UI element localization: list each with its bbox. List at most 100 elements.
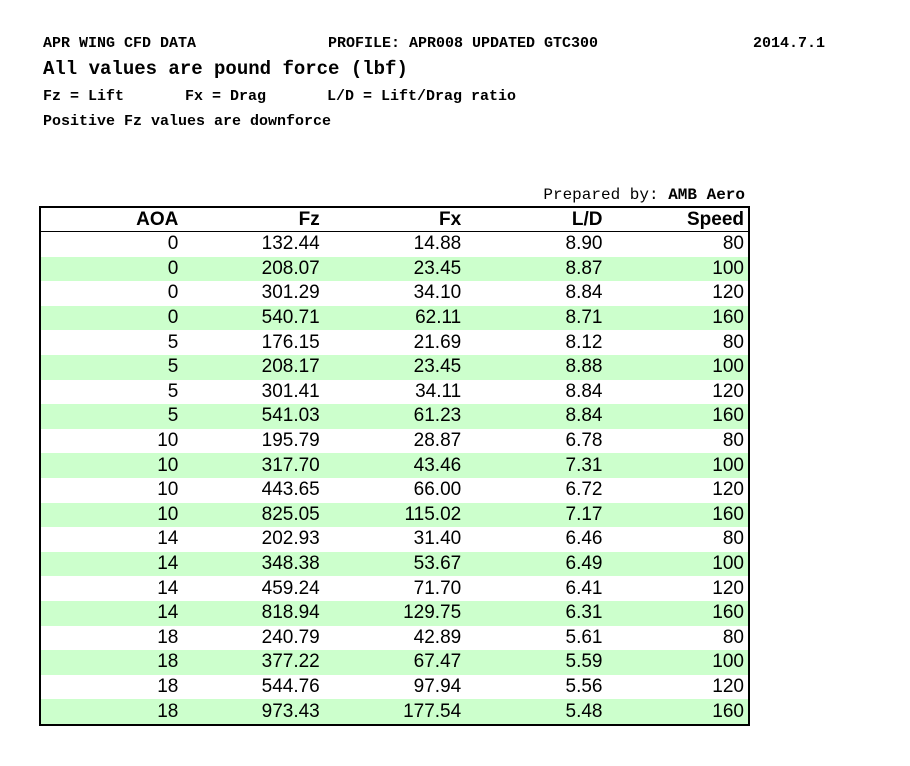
table-cell: 0	[40, 305, 183, 331]
table-cell: 6.72	[565, 479, 603, 501]
table-cell: 14	[40, 551, 183, 577]
table-cell: 160	[606, 502, 749, 528]
table-cell: 541.03	[182, 404, 324, 429]
table-cell: 10	[40, 453, 183, 478]
table-cell: 120	[712, 479, 744, 501]
table-cell: 10	[40, 502, 183, 528]
table-cell: 8.90	[565, 233, 603, 255]
table-row: 18 973.43 177.54 5.48 160	[40, 699, 749, 725]
table-cell: 202.93	[261, 528, 320, 550]
table-cell: 18	[40, 699, 183, 725]
table-cell: 5.61	[565, 626, 603, 648]
table-cell: 14	[157, 528, 179, 550]
table-cell: 6.78	[565, 430, 603, 452]
table-cell: 23.45	[323, 256, 466, 282]
table-cell: 377.22	[182, 650, 324, 675]
table-cell: 62.11	[323, 305, 466, 331]
table-row: 0 208.07 23.45 8.87 100	[40, 256, 749, 282]
table-row: 14 818.94 129.75 6.31 160	[40, 600, 749, 626]
table-row: 0 540.71 62.11 8.71 160	[40, 305, 749, 331]
table-row: 0 301.29 34.10 8.84 120	[40, 281, 749, 306]
table-cell: 5	[40, 354, 183, 380]
table-cell: 66.00	[413, 479, 462, 501]
table-cell: 129.75	[323, 600, 466, 626]
table-cell: 443.65	[261, 479, 320, 501]
table-cell: 21.69	[413, 331, 462, 353]
table-cell: 80	[722, 528, 744, 550]
table-cell: 5	[167, 380, 179, 402]
table-cell: 348.38	[182, 551, 324, 577]
table-cell: 100	[606, 256, 749, 282]
table-cell: 240.79	[261, 626, 320, 648]
table-cell: 120	[712, 380, 744, 402]
table-cell: 459.24	[261, 577, 320, 599]
table-cell: 195.79	[261, 430, 320, 452]
table-row: 18 377.22 67.47 5.59 100	[40, 650, 749, 675]
table-cell: 5.56	[565, 675, 603, 697]
table-cell: 0	[167, 233, 179, 255]
table-row: 14 459.24 71.70 6.41 120	[40, 576, 749, 601]
table-cell: 540.71	[182, 305, 324, 331]
table-cell: 34.10	[413, 282, 462, 304]
table-cell: 100	[606, 650, 749, 675]
table-cell: 14	[157, 577, 179, 599]
table-cell: 6.49	[465, 551, 607, 577]
column-header: Fz	[182, 207, 324, 232]
table-cell: 71.70	[413, 577, 462, 599]
table-cell: 80	[722, 430, 744, 452]
prepared-label: Prepared by:	[543, 186, 659, 204]
table-cell: 14.88	[413, 233, 462, 255]
table-cell: 23.45	[323, 354, 466, 380]
table-cell: 544.76	[261, 675, 320, 697]
table-row: 14 348.38 53.67 6.49 100	[40, 551, 749, 577]
table-cell: 120	[712, 282, 744, 304]
table-cell: 14	[40, 600, 183, 626]
table-cell: 132.44	[261, 233, 320, 255]
table-row: 5 176.15 21.69 8.12 80	[40, 330, 749, 355]
table-cell: 6.31	[465, 600, 607, 626]
title: All values are pound force (lbf)	[43, 58, 408, 80]
table-cell: 825.05	[182, 502, 324, 528]
table-cell: 208.17	[182, 354, 324, 380]
table-cell: 7.17	[465, 502, 607, 528]
data-table: AOA Fz Fx L/D Speed 0 132.44 14.88 8.90 80 0 208.07…	[39, 206, 750, 726]
table-cell: 61.23	[323, 404, 466, 429]
table-cell: 28.87	[413, 430, 462, 452]
column-header: L/D	[465, 207, 607, 232]
table-cell: 97.94	[413, 675, 462, 697]
table-cell: 18	[40, 650, 183, 675]
table-cell: 8.84	[565, 282, 603, 304]
table-cell: 53.67	[323, 551, 466, 577]
table-cell: 18	[157, 675, 179, 697]
table-cell: 7.31	[465, 453, 607, 478]
header-date: 2014.7.1	[753, 35, 826, 52]
header-row: AOA Fz Fx L/D Speed	[40, 207, 749, 232]
table-row: 18 240.79 42.89 5.61 80	[40, 626, 749, 651]
table-cell: 115.02	[323, 502, 466, 528]
table-cell: 8.87	[465, 256, 607, 282]
table-cell: 43.46	[323, 453, 466, 478]
table-cell: 160	[606, 404, 749, 429]
column-header: Speed	[606, 207, 749, 232]
table-cell: 100	[606, 453, 749, 478]
table-cell: 0	[167, 282, 179, 304]
table-cell: 42.89	[413, 626, 462, 648]
table-cell: 0	[40, 256, 183, 282]
table-row: 5 541.03 61.23 8.84 160	[40, 404, 749, 429]
table-cell: 18	[157, 626, 179, 648]
table-row: 5 208.17 23.45 8.88 100	[40, 354, 749, 380]
table-row: 10 443.65 66.00 6.72 120	[40, 478, 749, 503]
table-cell: 10	[157, 430, 179, 452]
table-cell: 208.07	[182, 256, 324, 282]
table-row: 5 301.41 34.11 8.84 120	[40, 380, 749, 405]
table-cell: 120	[712, 577, 744, 599]
table-cell: 8.84	[465, 404, 607, 429]
table-cell: 80	[722, 331, 744, 353]
column-header: Fx	[323, 207, 466, 232]
table-cell: 80	[722, 626, 744, 648]
header-left: APR WING CFD DATA	[43, 35, 197, 52]
table-cell: 160	[606, 699, 749, 725]
table-cell: 8.88	[465, 354, 607, 380]
table-row: 10 825.05 115.02 7.17 160	[40, 502, 749, 528]
